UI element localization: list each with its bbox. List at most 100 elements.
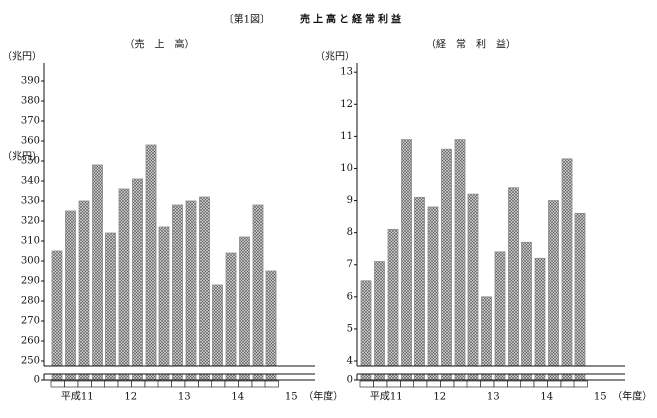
y-unit: （兆円） [315,51,355,63]
quarter-box [573,380,588,388]
bar [561,158,573,381]
y-tick-label: 350 [21,156,40,167]
y-tick-label: 380 [21,96,40,107]
y-tick-label: 0 [34,375,40,386]
x-tick-label: 12 [124,392,137,403]
y-tick-label: 9 [347,195,353,206]
y-tick-label: 0 [347,375,353,386]
panel-subtitle: （経 常 利 益） [426,38,516,51]
bar [132,178,143,381]
quarter-box [359,380,374,388]
bar [51,250,63,381]
bar [414,196,425,381]
quarter-box [413,380,428,388]
quarter-box [91,380,106,388]
x-tick-label: 15 [594,392,607,403]
bar [252,204,264,381]
bar [65,210,76,381]
quarter-box [493,380,508,388]
figure-label: 〔第1図〕 [224,13,270,26]
bar [494,251,506,381]
quarter-box [64,380,79,388]
bar [158,226,170,381]
quarter-box [104,380,119,388]
panel-subtitle: （売 上 高） [125,38,195,51]
x-tick-label: 15 [285,392,298,403]
y-tick-label: 13 [340,67,353,78]
bar [105,232,116,381]
quarter-box [453,380,468,388]
quarter-box [50,380,65,388]
y-tick-label: 330 [21,196,40,207]
quarter-box [386,380,401,388]
y-tick-label: 12 [340,99,353,110]
quarter-box [560,380,575,388]
y-tick-label: 340 [21,176,40,187]
bar [172,204,183,381]
y-tick-label: 11 [340,131,353,142]
bar [548,200,559,381]
y-tick-label: 4 [347,356,353,367]
bar [387,229,399,381]
quarter-box [211,380,226,388]
bar [454,139,466,381]
y-tick-label: 280 [21,296,40,307]
quarter-box [157,380,172,388]
bar [78,200,90,381]
quarter-box [77,380,92,388]
y-tick-label: 5 [347,323,353,334]
bar [374,261,385,381]
y-unit: （兆円） [2,151,42,163]
bar [401,139,412,381]
y-tick-label: 7 [347,259,353,270]
bar [534,257,546,381]
quarter-box [373,380,388,388]
quarter-box [224,380,239,388]
quarter-box [400,380,415,388]
quarter-box [238,380,253,388]
bar [574,212,586,381]
x-tick-label: 13 [178,392,191,403]
quarter-box [507,380,522,388]
figure-title: 売上高と経常利益 [300,13,404,26]
y-tick-label: 270 [21,316,40,327]
quarter-box [264,380,279,388]
bar [360,280,372,381]
x-tick-label: 平成11 [61,391,94,403]
bar [185,200,197,381]
quarter-box [251,380,266,388]
x-tick-label: 14 [231,392,244,403]
axis-break [356,366,625,374]
bar [441,148,452,381]
quarter-box [131,380,146,388]
y-tick-label: 360 [21,136,40,147]
x-unit: （年度） [303,390,343,403]
x-tick-label: 13 [487,392,500,403]
quarter-box [426,380,441,388]
y-tick-label: 390 [21,76,40,87]
bar [225,252,237,381]
quarter-box [466,380,481,388]
bar [239,236,250,381]
bar [521,241,532,381]
quarter-box [117,380,132,388]
quarter-box [440,380,455,388]
bar [145,144,157,381]
axis-break [43,366,315,374]
bar [467,193,479,381]
bar [92,164,103,381]
x-tick-label: 12 [433,392,446,403]
y-tick-label: 6 [347,291,353,302]
y-tick-label: 370 [21,116,40,127]
x-tick-label: 14 [540,392,553,403]
x-tick-label: 平成11 [370,391,403,403]
y-tick-label: 310 [21,236,40,247]
y-tick-label: 8 [347,227,353,238]
y-tick-label: 290 [21,276,40,287]
quarter-box [144,380,159,388]
quarter-box [184,380,199,388]
y-tick-label: 10 [340,163,353,174]
y-tick-label: 260 [21,336,40,347]
quarter-box [198,380,213,388]
